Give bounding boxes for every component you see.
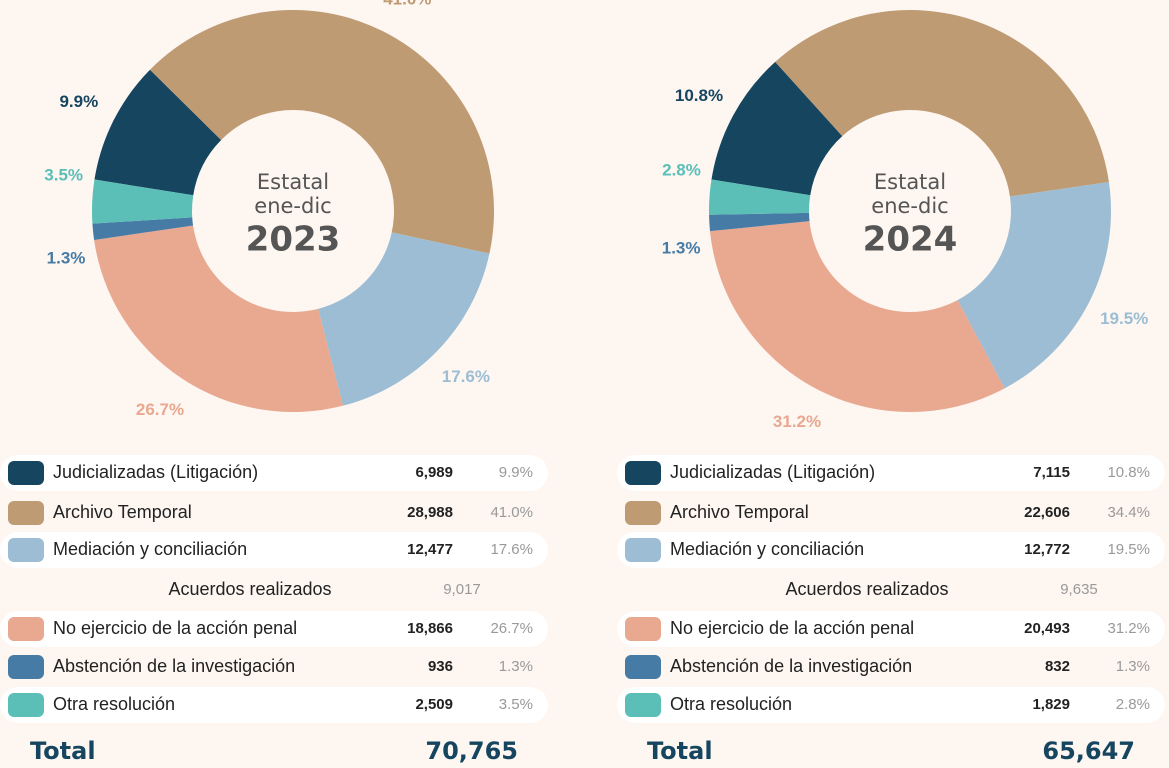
segment-label: 17.6% <box>442 367 490 386</box>
legend-swatch <box>8 501 44 525</box>
segment-label: 10.8% <box>675 86 723 105</box>
category-label: Judicializadas (Litigación) <box>670 462 875 482</box>
acuerdos-value: 9,635 <box>1060 581 1098 598</box>
center-label: ene-dic <box>254 194 331 218</box>
percent: 31.2% <box>1107 620 1150 637</box>
count: 22,606 <box>1024 504 1070 521</box>
segment-label: 19.5% <box>1100 309 1148 328</box>
legend-swatch <box>625 617 661 641</box>
category-label: Otra resolución <box>53 694 175 714</box>
center-label: ene-dic <box>871 194 948 218</box>
segment-label: 26.7% <box>136 400 184 419</box>
category-label: Otra resolución <box>670 694 792 714</box>
row-background <box>0 687 548 723</box>
legend-swatch <box>625 538 661 562</box>
row-background <box>0 532 548 568</box>
donut-segment <box>711 61 843 196</box>
legend-swatch <box>8 655 44 679</box>
percent: 1.3% <box>1116 658 1150 675</box>
percent: 19.5% <box>1107 541 1150 558</box>
count: 20,493 <box>1024 620 1070 637</box>
percent: 1.3% <box>499 658 533 675</box>
category-label: Abstención de la investigación <box>53 656 295 676</box>
count: 7,115 <box>1033 464 1070 481</box>
segment-label: 31.2% <box>773 412 821 431</box>
total-label: Total <box>647 737 713 765</box>
percent: 41.0% <box>490 504 533 521</box>
row-background <box>617 532 1165 568</box>
legend-swatch <box>8 617 44 641</box>
row-background <box>617 455 1165 491</box>
acuerdos-value: 9,017 <box>443 581 481 598</box>
count: 28,988 <box>407 504 453 521</box>
percent: 9.9% <box>499 464 533 481</box>
category-label: Judicializadas (Litigación) <box>53 462 258 482</box>
count: 936 <box>428 658 453 675</box>
category-label: Abstención de la investigación <box>670 656 912 676</box>
donut-segment <box>708 179 811 215</box>
center-year: 2024 <box>863 220 958 260</box>
category-label: No ejercicio de la acción penal <box>670 618 914 638</box>
total-value: 70,765 <box>425 737 518 765</box>
legend-swatch <box>625 501 661 525</box>
legend-swatch <box>625 693 661 717</box>
donut-segment <box>318 232 490 406</box>
center-year: 2023 <box>246 220 341 260</box>
donut-segment <box>92 217 194 240</box>
count: 12,772 <box>1024 541 1070 558</box>
percent: 17.6% <box>490 541 533 558</box>
center-label: Estatal <box>874 170 946 194</box>
legend-swatch <box>8 461 44 485</box>
donut-segment <box>709 212 810 232</box>
legend-swatch <box>625 461 661 485</box>
legend-swatch <box>8 693 44 717</box>
category-label: Archivo Temporal <box>53 502 192 522</box>
acuerdos-label: Acuerdos realizados <box>168 579 331 599</box>
acuerdos-label: Acuerdos realizados <box>785 579 948 599</box>
percent: 2.8% <box>1116 696 1150 713</box>
percent: 3.5% <box>499 696 533 713</box>
segment-label: 9.9% <box>59 92 98 111</box>
segment-label: 2.8% <box>662 160 701 179</box>
count: 832 <box>1045 658 1070 675</box>
count: 2,509 <box>415 696 453 713</box>
category-label: Mediación y conciliación <box>670 539 864 559</box>
segment-label: 3.5% <box>44 165 83 184</box>
category-label: Mediación y conciliación <box>53 539 247 559</box>
count: 1,829 <box>1032 696 1070 713</box>
count: 12,477 <box>407 541 453 558</box>
category-label: No ejercicio de la acción penal <box>53 618 297 638</box>
donut-segment <box>94 225 343 412</box>
donut-segment <box>775 10 1109 197</box>
count: 18,866 <box>407 620 453 637</box>
row-background <box>617 611 1165 647</box>
percent: 34.4% <box>1107 504 1150 521</box>
legend-swatch <box>8 538 44 562</box>
donut-segment <box>91 179 194 224</box>
category-label: Archivo Temporal <box>670 502 809 522</box>
percent: 10.8% <box>1107 464 1150 481</box>
percent: 26.7% <box>490 620 533 637</box>
total-value: 65,647 <box>1042 737 1135 765</box>
row-background <box>0 455 548 491</box>
donut-segment <box>957 182 1111 389</box>
segment-label: 1.3% <box>47 248 86 267</box>
count: 6,989 <box>415 464 453 481</box>
center-label: Estatal <box>257 170 329 194</box>
row-background <box>0 611 548 647</box>
donut-segment <box>710 221 1005 412</box>
segment-label: 1.3% <box>662 238 701 257</box>
donut-segment <box>149 10 494 254</box>
segment-label: 41.0% <box>383 0 431 8</box>
row-background <box>617 687 1165 723</box>
donut-segment <box>94 69 222 196</box>
legend-swatch <box>625 655 661 679</box>
total-label: Total <box>30 737 96 765</box>
